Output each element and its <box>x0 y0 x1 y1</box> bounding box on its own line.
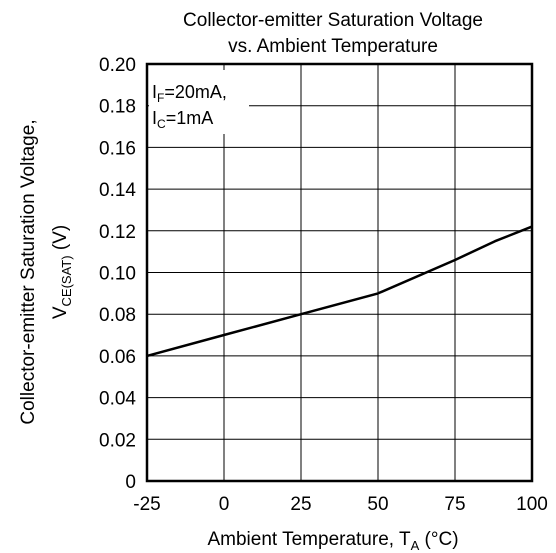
x-tick-label: -25 <box>133 494 160 515</box>
y-tick-label: 0.08 <box>99 305 136 326</box>
y-tick-label: 0.16 <box>99 138 136 159</box>
y-tick-label: 0.10 <box>99 264 136 285</box>
x-tick-label: 75 <box>444 494 465 515</box>
grid-lines <box>147 64 532 481</box>
y-tick-label: 0.14 <box>99 180 136 201</box>
y-tick-label: 0.04 <box>99 389 136 410</box>
y-tick-label: 0.06 <box>99 347 136 368</box>
chart-title-line-2: vs. Ambient Temperature <box>228 36 438 57</box>
annotation-background <box>149 70 249 134</box>
y-tick-label: 0.18 <box>99 97 136 118</box>
plot-frame <box>145 62 534 483</box>
x-tick-label: 0 <box>219 494 230 515</box>
x-axis-label: Ambient Temperature, TA (°C) <box>207 529 458 553</box>
chart-title-line-1: Collector-emitter Saturation Voltage <box>183 10 483 31</box>
series-lines <box>146 225 533 358</box>
series-line <box>146 225 533 358</box>
x-tick-label: 25 <box>290 494 311 515</box>
x-tick-label: 50 <box>367 494 388 515</box>
annotation-ic: IC=1mA <box>152 108 213 131</box>
y-tick-labels: 0 0.02 0.04 0.06 0.08 0.10 0.12 0.14 0.16 0.18 0.2… <box>99 55 136 493</box>
y-tick-label: 0.12 <box>99 222 136 243</box>
x-tick-label: 100 <box>516 494 548 515</box>
annotation-if: IF=20mA, <box>152 82 227 105</box>
y-tick-label: 0 <box>125 472 136 493</box>
y-axis-label-line-1: Collector-emitter Saturation Voltage, <box>18 119 39 424</box>
x-tick-labels: -25 0 25 50 75 100 <box>133 494 548 515</box>
y-tick-label: 0.20 <box>99 55 136 76</box>
y-axis-label-line-2: VCE(SAT) (V) <box>50 225 74 319</box>
y-tick-label: 0.02 <box>99 430 136 451</box>
